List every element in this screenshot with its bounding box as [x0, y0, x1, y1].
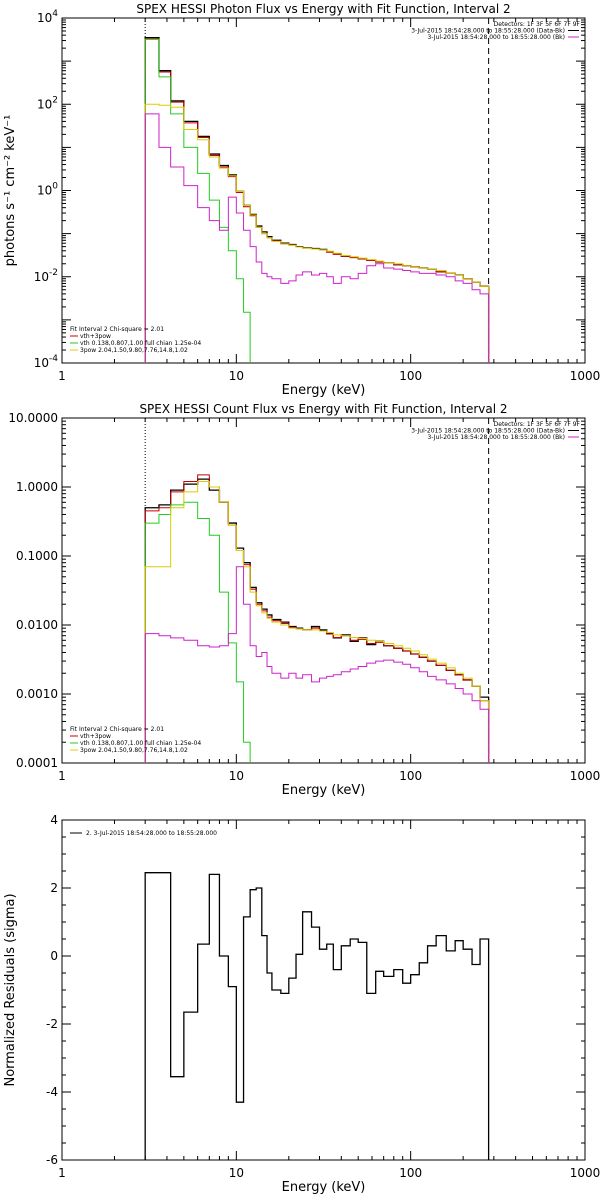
- plot-frame: [61, 17, 586, 364]
- x-tick-label: 100: [399, 369, 422, 383]
- y-tick-label: 2: [50, 881, 58, 895]
- legend-entry: 3pow 2.04,1.50,9.80,7.76,14.8,1.02: [80, 347, 188, 354]
- legend-entry: vth+3pow: [80, 333, 111, 340]
- count-flux-chart: SPEX HESSI Count Flux vs Energy with Fit…: [8, 402, 600, 798]
- x-tick-label: 10: [229, 1166, 244, 1180]
- y-tick-label: 0: [50, 949, 58, 963]
- series-line: [144, 501, 251, 763]
- y-tick-label: 1.0000: [16, 480, 58, 494]
- x-tick-label: 10: [229, 369, 244, 383]
- x-axis-title: Energy (keV): [282, 783, 366, 798]
- x-tick-label: 1: [58, 1166, 66, 1180]
- legend-entry: Fit Interval 2 Chi-square = 2.01: [70, 326, 164, 333]
- x-tick-label: 100: [399, 769, 422, 783]
- y-axis-title: Normalized Residuals (sigma): [3, 893, 18, 1086]
- x-axis-title: Energy (keV): [282, 383, 366, 398]
- y-tick-label: -6: [46, 1153, 58, 1167]
- legend-entry: Detectors: 1F 3F 5F 6F 7F 9F: [494, 21, 581, 28]
- series-line: [144, 38, 490, 363]
- y-tick-label: -4: [46, 1085, 58, 1099]
- legend-entry: 3-Jul-2015 18:54:28.000 to 18:55:28.000 …: [427, 434, 565, 441]
- x-tick-label: 1000: [570, 369, 600, 383]
- y-tick-label: -2: [46, 1017, 58, 1031]
- plot-frame: [61, 819, 586, 1161]
- y-axis-title: photons s⁻¹ cm⁻² keV⁻¹: [3, 115, 18, 267]
- x-tick-label: 1: [58, 369, 66, 383]
- series-line: [144, 103, 490, 363]
- legend-entry: 3-Jul-2015 18:54:28.000 to 18:55:28.000 …: [427, 34, 565, 41]
- x-tick-label: 100: [399, 1166, 422, 1180]
- series-line: [144, 872, 490, 1160]
- y-tick-label: 100: [37, 182, 58, 198]
- legend-entry: 3-Jul-2015 18:54:28.000 to 18:55:28.000 …: [411, 28, 565, 35]
- series-line: [144, 113, 490, 363]
- series-line: [144, 38, 251, 363]
- legend-entry: 2. 3-Jul-2015 18:54:28.000 to 18:55:28.0…: [86, 830, 217, 837]
- y-tick-label: 0.0100: [16, 618, 58, 632]
- y-tick-label: 104: [37, 9, 58, 25]
- series-line: [144, 478, 490, 763]
- y-tick-label: 10-2: [34, 268, 58, 284]
- series-line: [144, 481, 490, 763]
- legend-entry: vth+3pow: [80, 733, 111, 740]
- x-tick-label: 1000: [570, 769, 600, 783]
- y-tick-label: 10-4: [34, 354, 59, 370]
- x-tick-label: 10: [229, 769, 244, 783]
- y-tick-label: 0.0010: [16, 687, 58, 701]
- x-tick-label: 1000: [570, 1166, 600, 1180]
- residuals-chart: 1 10 100 1000 4 2 0 -2 -4 -6 Energy (keV) Normalize…: [3, 813, 600, 1195]
- legend-entry: 3pow 2.04,1.50,9.80,7.76,14.8,1.02: [80, 747, 188, 754]
- y-tick-label: 0.1000: [16, 549, 58, 563]
- photon-flux-chart: SPEX HESSI Photon Flux vs Energy with Fi…: [3, 2, 600, 398]
- x-axis-title: Energy (keV): [282, 1180, 366, 1195]
- legend-entry: vth 0.138,0.807,1.00 full chian 1.25e-04: [80, 340, 201, 347]
- legend-entry: Detectors: 1F 3F 5F 6F 7F 9F: [494, 421, 581, 428]
- y-tick-label: 0.0001: [16, 756, 58, 770]
- plot-frame: [61, 417, 586, 764]
- series-line: [144, 474, 490, 763]
- legend-entry: 3-Jul-2015 18:54:28.000 to 18:55:28.000 …: [411, 428, 565, 435]
- chart-title: SPEX HESSI Photon Flux vs Energy with Fi…: [136, 2, 510, 16]
- y-tick-label: 4: [50, 813, 58, 827]
- y-tick-label: 10.0000: [8, 411, 58, 425]
- x-tick-label: 1: [58, 769, 66, 783]
- series-line: [144, 566, 490, 763]
- legend-entry: vth 0.138,0.807,1.00 full chian 1.25e-04: [80, 740, 201, 747]
- y-tick-label: 102: [37, 95, 58, 111]
- series-line: [144, 37, 490, 363]
- chart-title: SPEX HESSI Count Flux vs Energy with Fit…: [139, 402, 507, 416]
- legend-entry: Fit Interval 2 Chi-square = 2.01: [70, 726, 164, 733]
